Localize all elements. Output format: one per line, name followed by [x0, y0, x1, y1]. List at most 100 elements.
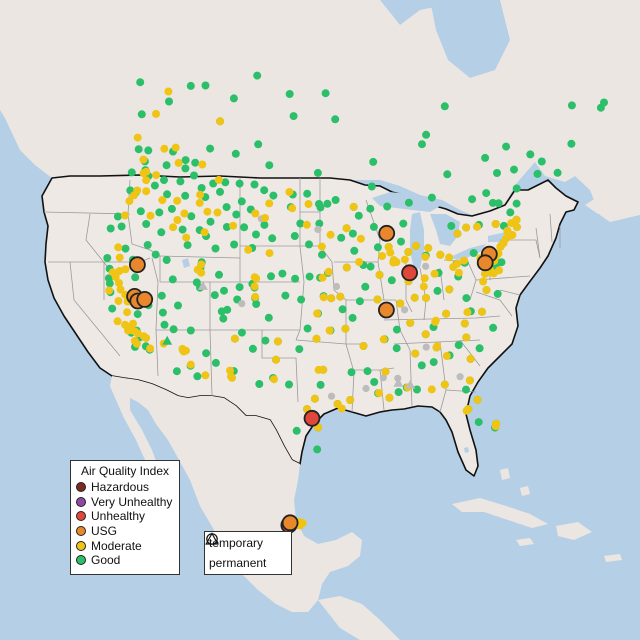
moderate-monitor-dot — [346, 396, 355, 404]
moderate-monitor-dot — [302, 220, 311, 229]
good-monitor-dot — [281, 291, 290, 300]
moderate-monitor-dot — [201, 371, 210, 380]
good-monitor-dot — [105, 279, 114, 288]
moderate-monitor-dot — [491, 220, 500, 228]
moderate-monitor-dot — [142, 334, 151, 342]
moderate-monitor-dot — [410, 293, 419, 302]
legend-row-hazardous: Hazardous — [71, 480, 179, 495]
good-monitor-dot — [169, 325, 178, 334]
moderate-monitor-dot — [411, 349, 420, 358]
good-monitor-dot — [158, 308, 167, 317]
moderate-monitor-dot — [449, 263, 458, 271]
moderate-monitor-dot — [213, 208, 222, 217]
good-monitor-dot — [253, 71, 262, 80]
moderate-monitor-dot — [507, 219, 516, 228]
moderate-monitor-dot — [272, 355, 280, 364]
legend-row-very-unhealthy: Very Unhealthy — [71, 495, 179, 510]
moderate-monitor-dot — [273, 337, 282, 346]
good-monitor-dot — [316, 203, 325, 212]
good-monitor-dot — [417, 361, 426, 370]
good-monitor-dot — [160, 320, 169, 329]
moderate-monitor-dot — [355, 258, 364, 266]
moderate-monitor-dot — [142, 187, 151, 196]
good-monitor-dot — [264, 313, 273, 322]
moderate-monitor-dot — [473, 395, 482, 404]
good-monitor-dot — [313, 445, 322, 454]
good-monitor-dot — [136, 78, 145, 87]
jamaica — [516, 538, 534, 546]
good-monitor-dot — [404, 198, 413, 207]
good-monitor-dot — [150, 181, 159, 190]
good-monitor-dot — [254, 140, 263, 149]
good-monitor-dot — [533, 169, 542, 178]
good-monitor-dot — [447, 221, 456, 230]
moderate-monitor-dot — [203, 207, 212, 216]
good-monitor-dot — [162, 256, 171, 264]
good-monitor-dot — [229, 94, 238, 103]
moderate-monitor-dot — [125, 197, 134, 206]
good-monitor-dot — [269, 191, 278, 200]
good-monitor-dot — [181, 191, 190, 200]
moderate-monitor-dot — [129, 319, 137, 328]
moderate-monitor-dot — [285, 188, 294, 196]
good-monitor-dot — [350, 246, 359, 255]
legend-label-hazardous: Hazardous — [91, 480, 150, 495]
moderate-monitor-dot — [445, 285, 454, 294]
moderate-monitor-dot — [251, 292, 260, 301]
legend-row-permanent: permanent — [205, 532, 291, 572]
good-monitor-dot — [383, 202, 392, 211]
moderate-monitor-dot — [400, 255, 409, 264]
moderate-monitor-dot — [318, 273, 327, 282]
good-monitor-dot — [482, 189, 491, 198]
good-monitor-dot — [168, 275, 177, 284]
moderate-monitor-dot — [386, 248, 395, 257]
good-monitor-dot — [369, 157, 378, 166]
good-monitor-dot — [165, 97, 173, 106]
good-monitor-dot — [267, 272, 275, 281]
good-monitor-dot — [211, 244, 220, 253]
legend-label-temporary: temporary — [209, 536, 264, 550]
good-monitor-dot — [366, 204, 375, 213]
good-monitor-dot — [191, 158, 200, 167]
moderate-monitor-dot — [288, 204, 297, 213]
moderate-monitor-dot — [146, 344, 155, 353]
moderate-monitor-dot — [465, 376, 474, 385]
moderate-monitor-dot — [250, 282, 259, 291]
moderate-monitor-dot — [312, 334, 321, 343]
moderate-monitor-dot — [396, 299, 405, 308]
moderate-monitor-dot — [466, 354, 475, 363]
no-data-monitor-dot — [456, 373, 464, 381]
good-monitor-dot — [178, 225, 187, 234]
good-monitor-dot — [443, 170, 452, 179]
good-monitor-dot — [127, 168, 136, 177]
moderate-monitor-dot — [173, 196, 182, 205]
moderate-monitor-dot — [230, 334, 239, 343]
permanent-monitor-triangle — [393, 377, 404, 387]
central-america — [318, 596, 400, 640]
good-monitor-dot — [183, 241, 192, 250]
good-swatch-icon — [76, 555, 86, 566]
good-monitor-dot — [261, 336, 270, 345]
good-monitor-dot — [181, 156, 190, 165]
legend-label-permanent: permanent — [209, 556, 267, 570]
moderate-monitor-dot — [142, 176, 151, 185]
moderate-monitor-dot — [265, 249, 274, 258]
moderate-monitor-dot — [424, 244, 433, 253]
good-monitor-dot — [537, 157, 546, 166]
good-monitor-dot — [285, 380, 293, 389]
no-data-monitor-dot — [314, 225, 322, 233]
good-monitor-dot — [347, 368, 356, 377]
moderate-monitor-layer — [105, 87, 521, 530]
temporary-monitor-circle — [303, 409, 321, 427]
moderate-monitor-dot — [478, 307, 486, 316]
good-monitor-dot — [468, 195, 477, 204]
legend-row-good: Good — [71, 553, 179, 568]
moderate-monitor-dot — [421, 330, 430, 339]
moderate-monitor-dot — [430, 269, 439, 278]
moderate-monitor-dot — [411, 241, 420, 250]
moderate-monitor-dot — [139, 169, 148, 178]
great-salt-lake — [182, 258, 190, 268]
moderate-monitor-dot — [173, 216, 182, 224]
legend-title: Air Quality Index — [80, 464, 170, 478]
good-monitor-dot — [296, 219, 305, 228]
